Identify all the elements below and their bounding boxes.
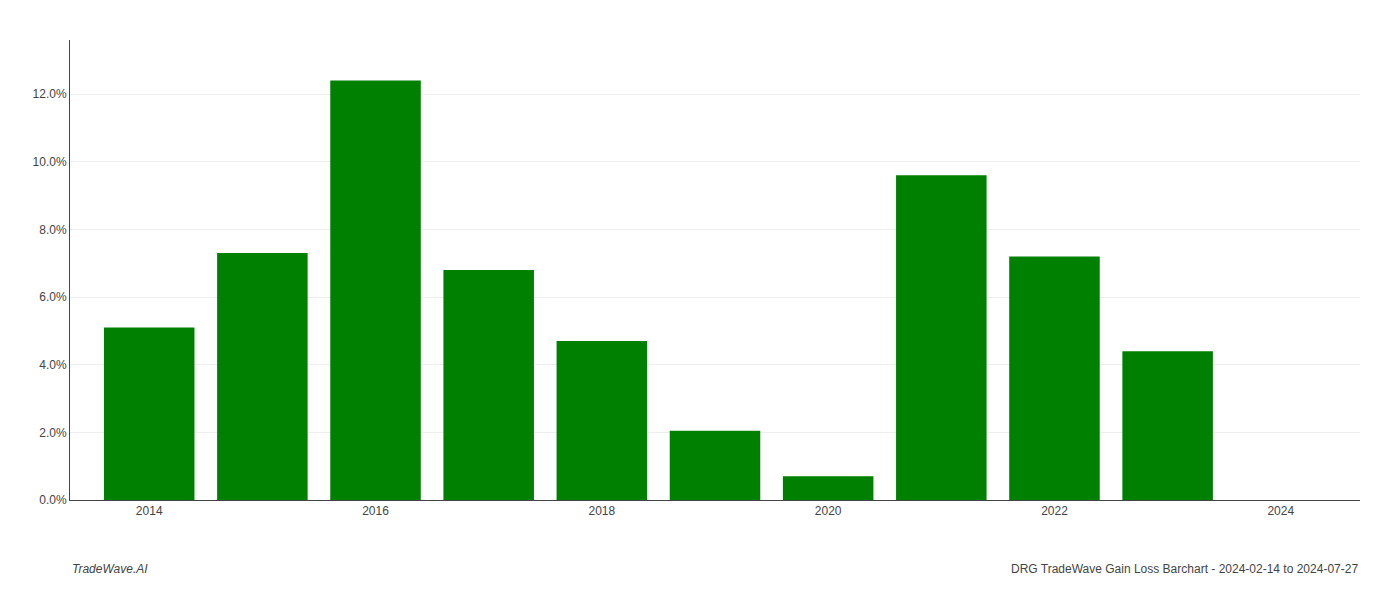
svg-text:2018: 2018 [588,504,615,518]
svg-text:10.0%: 10.0% [33,155,67,169]
svg-text:2.0%: 2.0% [39,426,67,440]
svg-text:0.0%: 0.0% [39,493,67,507]
svg-text:8.0%: 8.0% [39,223,67,237]
svg-text:2022: 2022 [1041,504,1068,518]
svg-text:12.0%: 12.0% [33,87,67,101]
svg-text:4.0%: 4.0% [39,358,67,372]
svg-text:2014: 2014 [136,504,163,518]
svg-text:TradeWave.AI: TradeWave.AI [72,562,148,576]
svg-text:DRG TradeWave Gain Loss Barcha: DRG TradeWave Gain Loss Barchart - 2024-… [1011,562,1358,576]
svg-text:2024: 2024 [1267,504,1294,518]
svg-text:6.0%: 6.0% [39,290,67,304]
svg-text:2016: 2016 [362,504,389,518]
svg-text:2020: 2020 [815,504,842,518]
